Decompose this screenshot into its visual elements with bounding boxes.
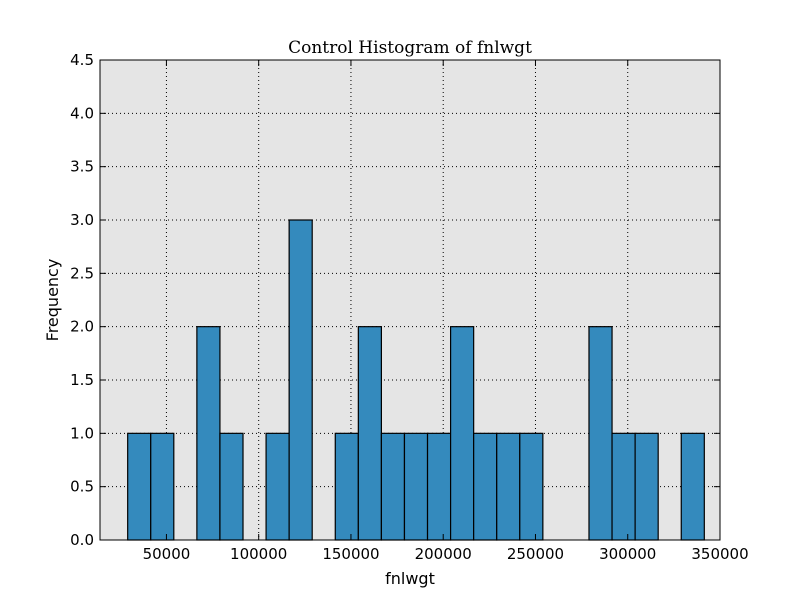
x-tick-label-2: 150000: [322, 545, 379, 563]
x-axis-label: fnlwgt: [385, 569, 435, 588]
y-tick-label-0: 0.0: [70, 531, 94, 549]
histogram-bar-14: [519, 432, 544, 541]
y-axis-label: Frequency: [43, 259, 62, 342]
histogram-bar-13: [496, 432, 521, 541]
histogram-bar-10: [426, 432, 452, 541]
x-tick-label-4: 250000: [507, 545, 564, 563]
x-tick-label-6: 350000: [691, 545, 748, 563]
histogram-bar-12: [473, 432, 498, 541]
x-tick-label-5: 300000: [599, 545, 656, 563]
histogram-bar-1: [150, 432, 175, 541]
x-tick-label-3: 200000: [415, 545, 472, 563]
x-tick-label-0: 50000: [143, 545, 191, 563]
y-tick-label-9: 4.5: [70, 51, 94, 69]
histogram-bar-18: [680, 432, 705, 541]
histogram-bar-9: [403, 432, 429, 541]
histogram-bar-8: [380, 432, 406, 541]
histogram-bar-3: [219, 432, 244, 541]
y-tick-label-7: 3.5: [70, 158, 94, 176]
histogram-bar-4: [265, 432, 290, 541]
y-tick-label-3: 1.5: [70, 371, 94, 389]
chart-title: Control Histogram of fnlwgt: [288, 38, 532, 58]
histogram-bar-7: [357, 326, 382, 541]
histogram-bar-6: [334, 432, 359, 541]
x-tick-label-1: 100000: [230, 545, 287, 563]
histogram-bar-15: [588, 326, 613, 541]
histogram-bar-11: [449, 326, 475, 541]
bars: [127, 219, 705, 541]
histogram-bar-17: [634, 432, 659, 541]
axis-ticks: 50000 100000 150000 200000 250000 300000 35000…: [70, 51, 748, 563]
plot-frame: [99, 59, 721, 541]
histogram-bar-0: [127, 432, 152, 541]
y-tick-label-2: 1.0: [70, 424, 94, 442]
histogram-bar-2: [196, 326, 221, 541]
y-tick-label-1: 0.5: [70, 478, 94, 496]
y-tick-label-6: 3.0: [70, 211, 94, 229]
y-tick-label-4: 2.0: [70, 318, 94, 336]
histogram-bar-5: [288, 219, 313, 541]
y-tick-label-5: 2.5: [70, 264, 94, 282]
y-tick-label-8: 4.0: [70, 104, 94, 122]
histogram-bar-16: [611, 432, 636, 541]
